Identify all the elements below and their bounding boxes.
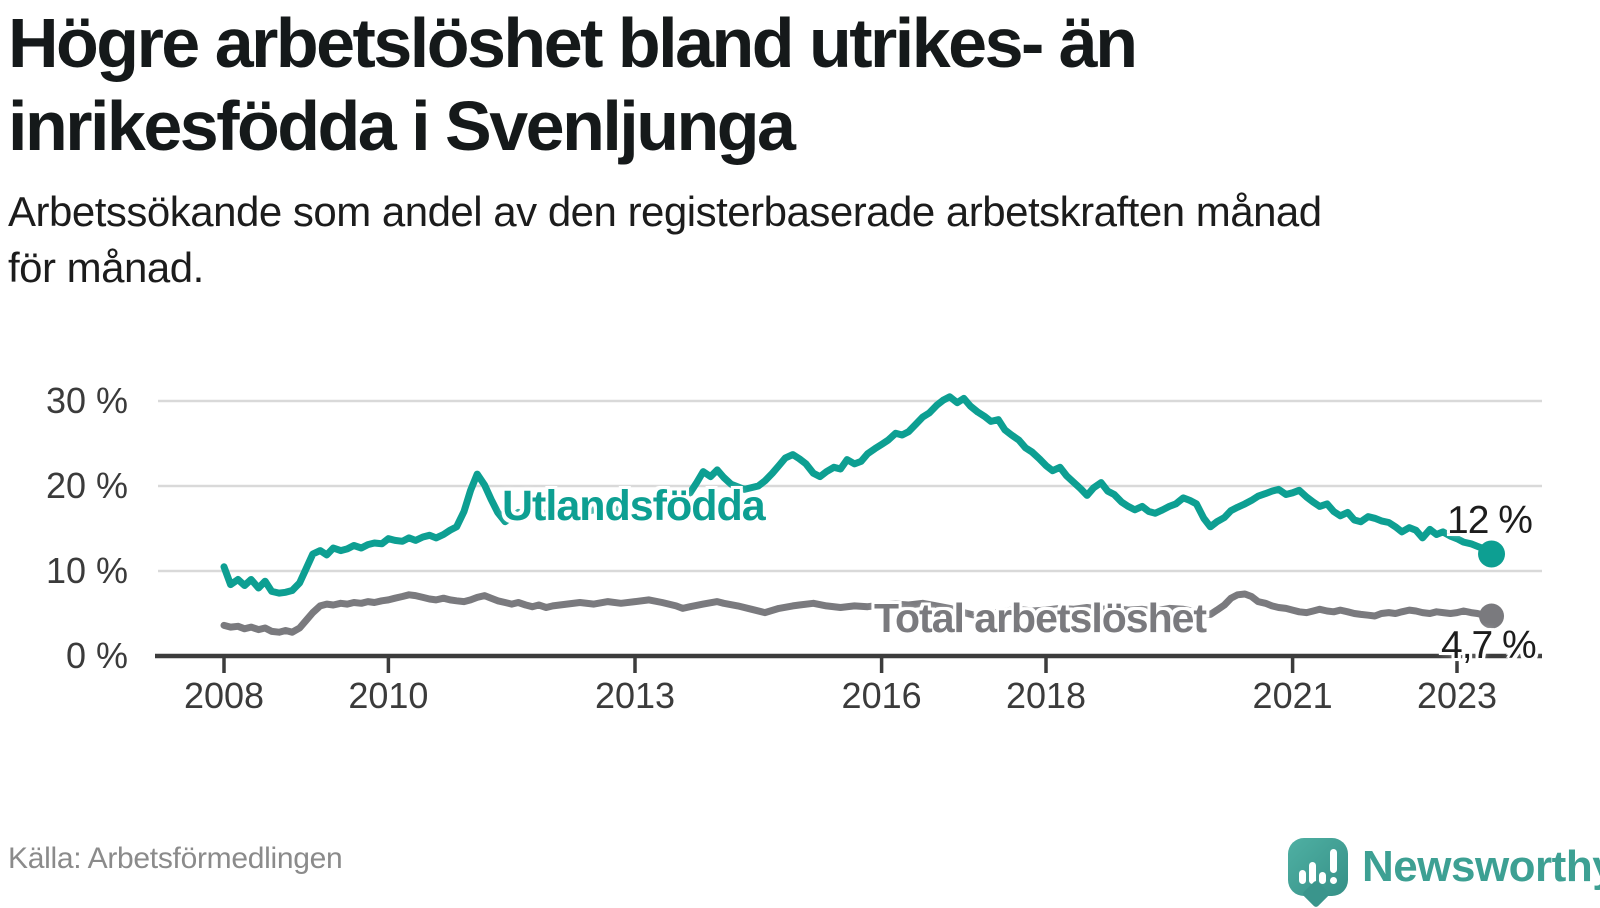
- x-axis-tick-label: 2008: [184, 675, 264, 716]
- series-line-0: [220, 393, 1495, 597]
- source-note: Källa: Arbetsförmedlingen: [8, 842, 343, 875]
- bar-chart-icon: [1299, 849, 1337, 884]
- brand-name: Newsworthy: [1362, 842, 1600, 891]
- x-axis-tick-label: 2018: [1006, 675, 1086, 716]
- x-axis-tick-label: 2023: [1417, 675, 1497, 716]
- x-axis-tick-label: 2013: [595, 675, 675, 716]
- end-dot-1: [1479, 603, 1505, 629]
- newsworthy-logo-icon: [1288, 838, 1348, 896]
- exclamation-icon: [1330, 849, 1337, 873]
- series-label-utlandsfodda: Utlandsfödda: [502, 482, 766, 530]
- x-axis-tick-label: 2016: [842, 675, 922, 716]
- end-value-label-total: 4,7 %: [1441, 624, 1537, 667]
- y-axis-tick-label: 10 %: [46, 550, 128, 591]
- page-title: Högre arbetslöshet bland utrikes- än inr…: [8, 4, 1138, 165]
- x-axis-tick-label: 2010: [348, 675, 428, 716]
- end-dot-0: [1478, 540, 1506, 568]
- y-axis-tick-label: 30 %: [46, 380, 128, 421]
- end-value-label-utlandsfodda: 12 %: [1447, 499, 1533, 542]
- series-label-total-arbetsloshet: Total arbetslöshet: [874, 595, 1207, 641]
- y-axis-tick-label: 0 %: [66, 635, 128, 676]
- page-subtitle: Arbetssökande som andel av den registerb…: [8, 188, 1322, 291]
- x-axis-tick-label: 2021: [1253, 675, 1333, 716]
- y-axis-tick-label: 20 %: [46, 465, 128, 506]
- newsworthy-logo: Newsworthy: [1288, 836, 1600, 898]
- series-line-1: [220, 590, 1495, 636]
